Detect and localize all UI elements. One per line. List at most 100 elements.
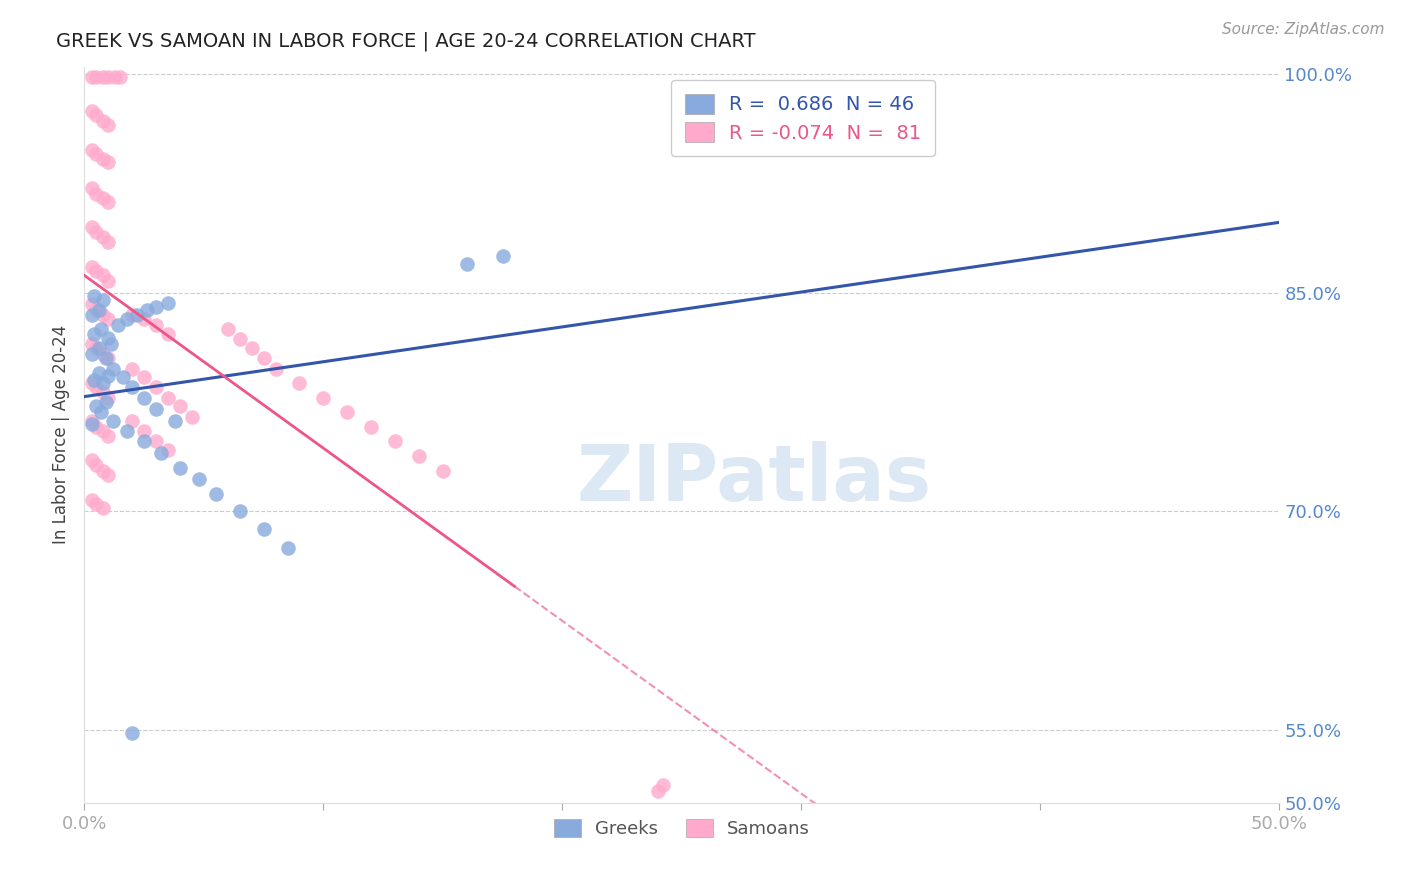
Point <box>86 400 108 414</box>
Point <box>97 235 120 249</box>
Point <box>80 70 103 84</box>
Point <box>80 347 103 361</box>
Point <box>80 417 103 431</box>
Point <box>288 376 311 391</box>
Point <box>229 332 252 346</box>
Point <box>145 380 167 394</box>
Point <box>107 318 129 332</box>
Point <box>86 458 108 472</box>
Point <box>86 186 108 201</box>
Point <box>169 460 191 475</box>
Point <box>93 70 115 84</box>
Point <box>101 414 124 428</box>
Point <box>80 453 103 467</box>
Point <box>80 103 103 118</box>
Point <box>312 391 335 405</box>
Point <box>165 414 187 428</box>
Point <box>97 274 120 288</box>
Point <box>93 308 115 322</box>
Point <box>86 70 108 84</box>
Point <box>456 257 478 271</box>
Point <box>86 497 108 511</box>
Point <box>169 400 191 414</box>
Text: Source: ZipAtlas.com: Source: ZipAtlas.com <box>1222 22 1385 37</box>
Point <box>125 308 148 322</box>
Point <box>80 260 103 274</box>
Point <box>93 424 115 438</box>
Point <box>80 492 103 507</box>
Point <box>94 395 117 409</box>
Point <box>86 147 108 161</box>
Point <box>205 487 228 501</box>
Point <box>97 368 120 383</box>
Point <box>121 308 143 322</box>
Point <box>277 541 299 555</box>
Point <box>97 118 120 132</box>
Point <box>80 143 103 157</box>
Point <box>97 467 120 482</box>
Point <box>145 434 167 449</box>
Point <box>86 341 108 355</box>
Point <box>93 152 115 166</box>
Point <box>253 351 276 366</box>
Point <box>97 428 120 442</box>
Point <box>80 308 103 322</box>
Point <box>229 504 252 518</box>
Point <box>111 370 134 384</box>
Point <box>647 784 669 798</box>
Point <box>145 301 167 315</box>
Point <box>181 409 204 424</box>
Point <box>87 303 110 318</box>
Point <box>93 347 115 361</box>
Point <box>336 405 359 419</box>
Point <box>97 351 120 366</box>
Point <box>117 424 139 438</box>
Point <box>188 472 211 486</box>
Point <box>86 225 108 239</box>
Point <box>87 341 110 355</box>
Point <box>132 391 156 405</box>
Point <box>117 312 139 326</box>
Point <box>253 522 276 536</box>
Point <box>93 230 115 244</box>
Point <box>80 297 103 311</box>
Point <box>86 303 108 318</box>
Point <box>80 414 103 428</box>
Point <box>86 264 108 278</box>
Point <box>132 434 156 449</box>
Point <box>87 366 110 380</box>
Point <box>132 312 156 326</box>
Point <box>93 464 115 478</box>
Point <box>86 108 108 122</box>
Point <box>86 420 108 434</box>
Point <box>93 376 115 391</box>
Point <box>80 181 103 195</box>
Point <box>145 402 167 417</box>
Point <box>121 414 143 428</box>
Point <box>83 373 105 387</box>
Point <box>132 424 156 438</box>
Point <box>97 331 120 345</box>
Point <box>80 376 103 391</box>
Point <box>93 268 115 283</box>
Point <box>93 113 115 128</box>
Text: GREEK VS SAMOAN IN LABOR FORCE | AGE 20-24 CORRELATION CHART: GREEK VS SAMOAN IN LABOR FORCE | AGE 20-… <box>56 31 756 51</box>
Point <box>104 70 127 84</box>
Point <box>80 336 103 351</box>
Point <box>93 293 115 307</box>
Point <box>121 380 143 394</box>
Point <box>97 195 120 210</box>
Point <box>157 296 180 310</box>
Point <box>101 361 124 376</box>
Point <box>93 501 115 516</box>
Point <box>432 464 454 478</box>
Point <box>97 391 120 405</box>
Point <box>80 220 103 235</box>
Point <box>86 380 108 394</box>
Point <box>100 336 122 351</box>
Point <box>90 322 112 336</box>
Point <box>492 249 515 263</box>
Text: ZIPatlas: ZIPatlas <box>576 441 931 517</box>
Point <box>360 420 382 434</box>
Point <box>135 303 157 318</box>
